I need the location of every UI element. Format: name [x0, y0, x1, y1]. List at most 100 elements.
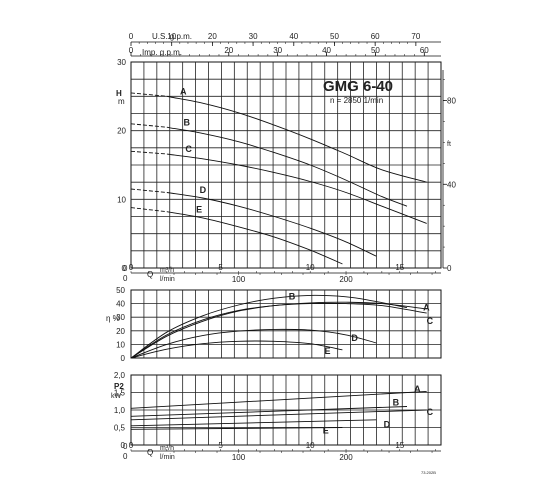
- usgpm-tick-label: 50: [330, 32, 339, 41]
- head-curve-C-dashed: [130, 150, 171, 155]
- usgpm-tick-label: 40: [289, 32, 298, 41]
- usgpm-tick-label: 70: [411, 32, 420, 41]
- power-ytick-label: 0: [121, 441, 126, 450]
- power-curve-D: [130, 419, 377, 427]
- impgpm-tick-label: 60: [420, 46, 429, 55]
- chart-title: GMG 6-40: [323, 78, 393, 95]
- usgpm-tick-label: 0: [129, 32, 134, 41]
- ft-tick-label: 80: [447, 97, 456, 106]
- head-q-axis-m3h-tick-label: 0: [129, 263, 134, 272]
- head-curve-B-dashed: [130, 123, 171, 129]
- efficiency-ytick-label: 10: [116, 340, 125, 349]
- efficiency-ytick-label: 0: [121, 354, 126, 363]
- power-q-axis-m3h-tick-label: 15: [395, 441, 404, 450]
- power-ytick-label: 0,5: [114, 424, 126, 433]
- head-curve-D-dashed: [130, 188, 171, 194]
- right-axis-ft-label: ft: [447, 141, 451, 148]
- power-curve-label-B: B: [393, 397, 400, 407]
- impgpm-tick-label: 50: [371, 46, 380, 55]
- power-ytick-label: 2,0: [114, 371, 126, 380]
- power-q-axis-q-label: Q: [147, 448, 153, 457]
- efficiency-curve-label-B: B: [289, 291, 296, 301]
- head-ytick-label: 0: [122, 264, 127, 273]
- power-curve-label-C: C: [427, 407, 434, 417]
- power-curve-A: [130, 390, 427, 409]
- efficiency-axis-label: η %: [106, 314, 120, 323]
- efficiency-curve-D: [130, 328, 377, 359]
- efficiency-curve-E: [130, 340, 343, 359]
- power-curve-label-D: D: [384, 420, 391, 430]
- efficiency-curve-label-E: E: [325, 346, 331, 356]
- power-ytick-label: 1,0: [114, 406, 126, 415]
- power-curve-label-A: A: [414, 384, 421, 394]
- head-curve-A-dashed: [130, 92, 171, 98]
- power-axis-label: P2: [114, 382, 124, 391]
- power-q-axis-m3h-tick-label: 5: [218, 441, 223, 450]
- impgpm-tick-label: 40: [322, 46, 331, 55]
- efficiency-curve-label-D: D: [351, 333, 358, 343]
- efficiency-curve-C: [130, 302, 427, 359]
- head-curve-label-B: B: [184, 118, 191, 128]
- impgpm-tick-label: 30: [273, 46, 282, 55]
- head-q-axis-lmin-tick-label: 100: [232, 275, 246, 284]
- efficiency-ytick-label: 20: [116, 327, 125, 336]
- head-curve-label-C: C: [185, 144, 192, 154]
- head-ytick-label: 10: [117, 195, 126, 204]
- head-curve-label-A: A: [180, 86, 187, 96]
- head-q-axis-m3h-tick-label: 5: [218, 263, 223, 272]
- head-curve-D: [170, 192, 377, 257]
- head-curve-label-D: D: [200, 185, 207, 195]
- head-q-axis-zero-top: 0: [123, 264, 128, 273]
- curves-layer: [130, 92, 427, 430]
- efficiency-ytick-label: 50: [116, 286, 125, 295]
- power-q-axis-m3h-tick-label: 0: [129, 441, 134, 450]
- usgpm-tick-label: 20: [208, 32, 217, 41]
- power-curve-C: [130, 409, 427, 421]
- power-axis-unit: kW: [111, 393, 122, 400]
- power-q-axis-m3h-unit: m³/h: [160, 445, 174, 452]
- grid-layer: [130, 41, 447, 453]
- efficiency-curve-A: [130, 301, 427, 359]
- power-curve-label-E: E: [323, 425, 329, 435]
- power-q-axis-lmin-tick-label: 100: [232, 453, 246, 462]
- efficiency-ytick-label: 40: [116, 300, 125, 309]
- power-q-axis-lmin-unit: l/min: [160, 454, 175, 461]
- head-curve-E: [170, 211, 343, 265]
- head-q-axis-lmin-tick-label: 200: [339, 275, 353, 284]
- top-axis-impgpm-label: Imp. g.p.m.: [142, 48, 182, 57]
- impgpm-tick-label: 0: [129, 46, 134, 55]
- head-q-axis-zero-bottom: 0: [123, 274, 128, 283]
- head-curve-E-dashed: [130, 207, 171, 213]
- impgpm-tick-label: 20: [224, 46, 233, 55]
- power-q-axis-m3h-tick-label: 10: [306, 441, 315, 450]
- efficiency-ytick-label: 30: [116, 313, 125, 322]
- head-axis-h: H: [116, 89, 122, 98]
- power-curve-B: [130, 406, 408, 417]
- usgpm-tick-label: 10: [167, 32, 176, 41]
- power-q-axis-lmin-tick-label: 200: [339, 453, 353, 462]
- head-axis-unit: m: [118, 97, 125, 106]
- efficiency-curve-label-C: C: [427, 316, 434, 326]
- ft-tick-label: 0: [447, 264, 452, 273]
- head-curve-B: [170, 127, 408, 207]
- efficiency-curve-label-A: A: [423, 302, 430, 312]
- power-q-axis-zero-top: 0: [123, 442, 128, 451]
- ft-tick-label: 40: [447, 180, 456, 189]
- head-curve-label-E: E: [196, 204, 202, 214]
- footer-code: 73.202B: [421, 470, 436, 475]
- head-ytick-label: 20: [117, 127, 126, 136]
- chart-subtitle: n = 2850 1/min: [330, 96, 383, 105]
- power-ytick-label: 1,5: [114, 389, 126, 398]
- head-q-axis-lmin-unit: l/min: [160, 276, 175, 283]
- head-curve-C: [170, 154, 427, 224]
- head-q-axis-q-label: Q: [147, 270, 153, 279]
- head-curve-A: [170, 96, 427, 183]
- head-q-axis-m3h-tick-label: 15: [395, 263, 404, 272]
- efficiency-curve-B: [130, 294, 408, 359]
- head-q-axis-m3h-tick-label: 10: [306, 263, 315, 272]
- power-curve-E: [130, 427, 343, 430]
- usgpm-tick-label: 30: [249, 32, 258, 41]
- head-ytick-label: 30: [117, 58, 126, 67]
